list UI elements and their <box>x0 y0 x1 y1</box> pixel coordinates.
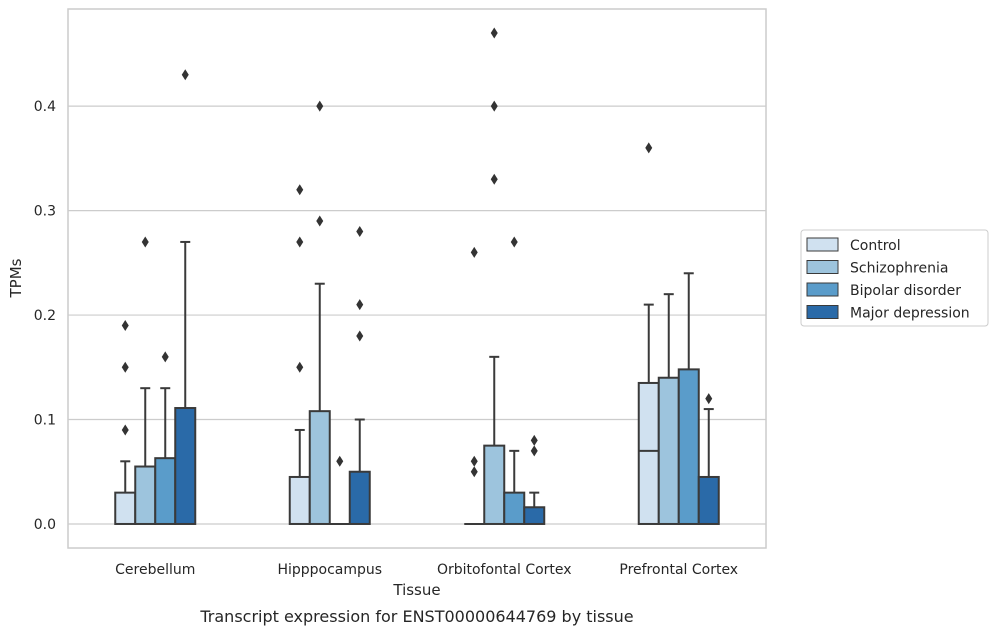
outlier-point <box>510 236 518 248</box>
legend-label-major-depression: Major depression <box>850 306 970 322</box>
y-tick-label: 0.1 <box>34 413 56 429</box>
y-tick-label: 0.3 <box>34 204 56 220</box>
x-tick-labels: Cerebellum Hipppocampus Orbitofontal Corte… <box>115 562 738 578</box>
outlier-point <box>121 424 129 436</box>
outlier-point <box>336 455 344 467</box>
box-bipolar-disorder-hipppocampus <box>329 455 350 525</box>
box-bipolar-disorder-cerebellum <box>154 351 177 525</box>
x-tick-label: Hipppocampus <box>277 562 382 578</box>
outlier-point <box>181 69 189 81</box>
box-control-hipppocampus <box>288 184 311 525</box>
outlier-point <box>470 466 478 478</box>
box <box>154 457 177 525</box>
y-axis-label: TPMs <box>7 258 25 298</box>
outlier-point <box>530 434 538 446</box>
outlier-point <box>645 142 653 154</box>
box-schizophrenia-prefrontal-cortex <box>657 293 680 525</box>
outlier-point <box>296 184 304 196</box>
y-tick-label: 0.0 <box>34 517 56 533</box>
box <box>174 407 197 525</box>
y-tick-labels: 0.0 0.1 0.2 0.3 0.4 <box>34 99 56 533</box>
box <box>503 491 526 525</box>
box-control-orbitofontal-cortex <box>464 246 485 525</box>
box-bipolar-disorder-orbitofontal-cortex <box>503 236 526 525</box>
legend: Control Schizophrenia Bipolar disorder Majo… <box>800 229 989 327</box>
legend-swatch-control <box>806 237 839 252</box>
outlier-point <box>490 100 498 112</box>
legend-label-schizophrenia: Schizophrenia <box>850 261 948 277</box>
box <box>697 475 720 525</box>
box-major-depression-prefrontal-cortex <box>697 393 720 525</box>
box <box>483 444 506 525</box>
box <box>657 376 680 525</box>
legend-swatch-major-depression <box>806 305 839 319</box>
legend-label-bipolar-disorder: Bipolar disorder <box>850 283 961 299</box>
chart-caption: Transcript expression for ENST0000064476… <box>199 607 633 626</box>
outlier-point <box>470 455 478 467</box>
y-tick-label: 0.4 <box>34 99 56 115</box>
box <box>134 465 157 525</box>
legend-swatch-bipolar-disorder <box>806 282 839 297</box>
box-major-depression-hipppocampus <box>348 225 371 525</box>
box-schizophrenia-hipppocampus <box>308 100 331 525</box>
outlier-point <box>530 445 538 457</box>
box-schizophrenia-cerebellum <box>134 236 157 525</box>
box-major-depression-cerebellum <box>174 69 197 525</box>
box-control-prefrontal-cortex <box>637 142 660 525</box>
outlier-point <box>161 351 169 363</box>
outlier-point <box>356 299 364 311</box>
outlier-point <box>490 173 498 185</box>
outlier-point <box>316 215 324 227</box>
box-schizophrenia-orbitofontal-cortex <box>483 27 506 525</box>
box <box>308 410 331 525</box>
box <box>523 506 546 525</box>
box <box>677 368 700 525</box>
box-control-cerebellum <box>114 320 137 525</box>
plot-frame <box>67 8 767 549</box>
outlier-point <box>121 320 129 332</box>
x-tick-label: Cerebellum <box>115 562 195 578</box>
box <box>114 491 137 525</box>
legend-label-control: Control <box>850 238 901 254</box>
outlier-point <box>296 361 304 373</box>
outlier-point <box>296 236 304 248</box>
box <box>348 470 371 525</box>
y-tick-label: 0.2 <box>34 308 56 324</box>
x-tick-label: Orbitofontal Cortex <box>437 562 572 578</box>
outlier-point <box>141 236 149 248</box>
outlier-point <box>316 100 324 112</box>
outlier-point <box>470 246 478 258</box>
legend-swatch-schizophrenia <box>806 260 839 274</box>
box <box>637 381 660 525</box>
x-tick-label: Prefrontal Cortex <box>619 562 738 578</box>
legend-frame <box>800 229 989 327</box>
box-bipolar-disorder-prefrontal-cortex <box>677 272 700 525</box>
outlier-point <box>121 361 129 373</box>
boxplots <box>114 27 720 525</box>
outlier-point <box>490 27 498 39</box>
box <box>288 475 311 525</box>
box-major-depression-orbitofontal-cortex <box>523 434 546 525</box>
outlier-point <box>356 330 364 342</box>
outlier-point <box>705 393 713 405</box>
x-axis-label: Tissue <box>392 581 440 599</box>
outlier-point <box>356 225 364 237</box>
